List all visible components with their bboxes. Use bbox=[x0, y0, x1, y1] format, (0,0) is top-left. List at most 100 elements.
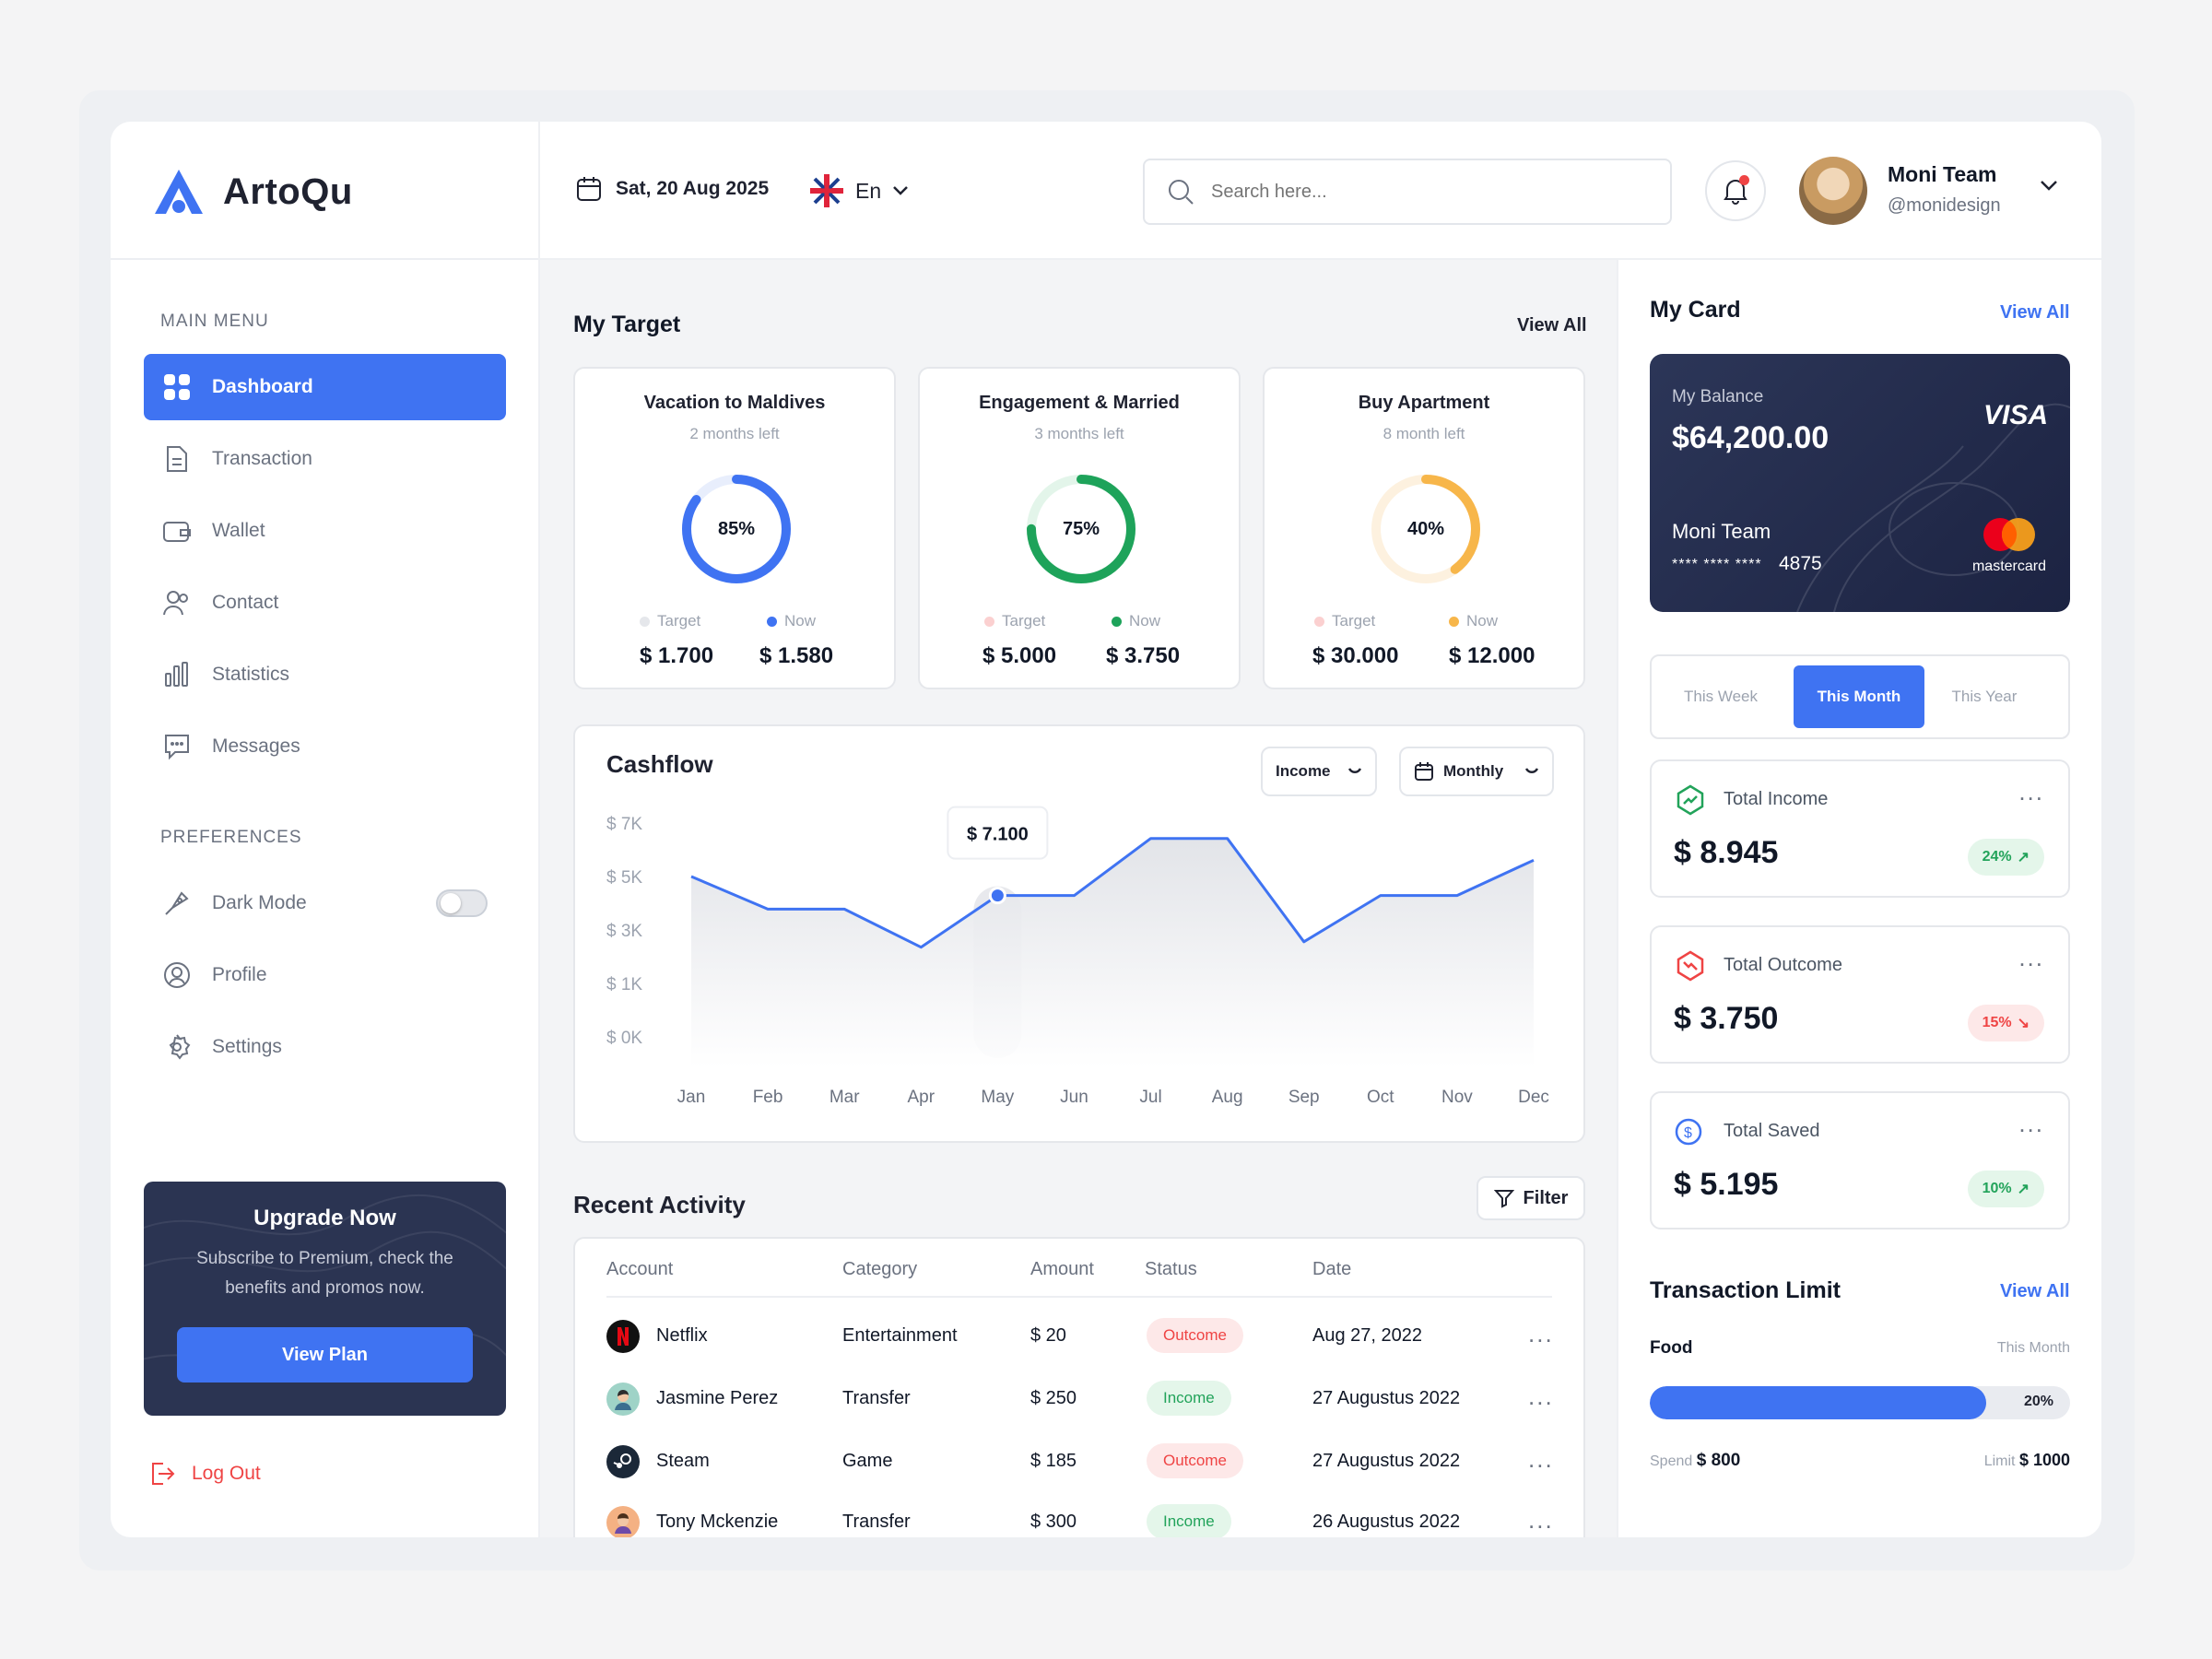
more-icon[interactable]: ... bbox=[1528, 1445, 1554, 1473]
notification-button[interactable] bbox=[1705, 160, 1766, 221]
search-input[interactable] bbox=[1211, 181, 1598, 203]
stat-value: $ 3.750 bbox=[1674, 1001, 1779, 1036]
sidebar-item-wallet[interactable]: Wallet bbox=[144, 498, 506, 564]
x-tick-label: Jan bbox=[677, 1088, 706, 1107]
target-card[interactable]: Vacation to Maldives 2 months left 85% T… bbox=[573, 367, 896, 689]
target-card[interactable]: Engagement & Married 3 months left 75% T… bbox=[918, 367, 1241, 689]
filter-button[interactable]: Filter bbox=[1477, 1176, 1585, 1220]
tooltip-box bbox=[947, 806, 1049, 860]
card-holder: Moni Team bbox=[1672, 520, 1771, 543]
sidebar-item-statistics[interactable]: Statistics bbox=[144, 641, 506, 708]
income-dropdown[interactable]: Income bbox=[1261, 747, 1377, 796]
more-icon[interactable]: ... bbox=[2018, 1110, 2044, 1137]
target-legend: Target bbox=[640, 612, 700, 630]
sidebar-item-transaction[interactable]: Transaction bbox=[144, 426, 506, 492]
avatar[interactable] bbox=[1799, 157, 1867, 225]
x-tick-label: Apr bbox=[907, 1088, 935, 1107]
limit-progress-bar: 20% bbox=[1650, 1386, 2070, 1419]
language-selector[interactable]: En bbox=[809, 173, 909, 208]
stat-value: $ 5.195 bbox=[1674, 1167, 1779, 1202]
y-tick-label: $ 5K bbox=[606, 868, 642, 888]
mastercard-icon bbox=[1983, 518, 2035, 551]
tooltip-label: $ 7.100 bbox=[967, 825, 1029, 845]
gear-icon bbox=[162, 1032, 192, 1062]
total-income-card[interactable]: Total Income ... $ 8.945 24% ↗ bbox=[1650, 759, 2070, 898]
dark-mode-toggle[interactable] bbox=[436, 889, 488, 917]
stat-value: $ 8.945 bbox=[1674, 835, 1779, 870]
sidebar-item-contact[interactable]: Contact bbox=[144, 570, 506, 636]
bar-chart-icon bbox=[162, 660, 192, 689]
trend-up-icon bbox=[1677, 784, 1704, 816]
bell-icon bbox=[1724, 180, 1747, 205]
tab-this-month[interactable]: This Month bbox=[1794, 665, 1924, 728]
x-tick-label: Oct bbox=[1367, 1088, 1394, 1107]
target-amount: $ 30.000 bbox=[1312, 643, 1399, 668]
more-icon[interactable]: ... bbox=[1528, 1382, 1554, 1410]
coin-icon: $ bbox=[1675, 1118, 1702, 1146]
app-logo[interactable]: ArtoQu bbox=[151, 166, 353, 218]
sidebar-item-label: Dashboard bbox=[212, 376, 313, 397]
account-name: Netflix bbox=[656, 1325, 708, 1346]
search-bar[interactable] bbox=[1143, 159, 1672, 225]
now-legend: Now bbox=[1112, 612, 1160, 630]
sidebar-item-messages[interactable]: Messages bbox=[144, 713, 506, 780]
chat-icon bbox=[162, 732, 192, 761]
sidebar-item-dashboard[interactable]: Dashboard bbox=[144, 354, 506, 420]
more-icon[interactable]: ... bbox=[1528, 1506, 1554, 1534]
more-icon[interactable]: ... bbox=[2018, 778, 2044, 806]
status-badge: Outcome bbox=[1147, 1443, 1243, 1478]
svg-text:$: $ bbox=[1684, 1125, 1692, 1141]
more-icon[interactable]: ... bbox=[2018, 944, 2044, 971]
target-amount: $ 1.700 bbox=[640, 643, 714, 668]
total-outcome-card[interactable]: Total Outcome ... $ 3.750 15% ↘ bbox=[1650, 925, 2070, 1064]
table-row[interactable]: Steam Game $ 185 Outcome 27 Augustus 202… bbox=[575, 1434, 1583, 1495]
avatar-icon bbox=[606, 1506, 640, 1537]
credit-card[interactable]: My Balance $64,200.00 VISA Moni Team ***… bbox=[1650, 354, 2070, 612]
logout-button[interactable]: Log Out bbox=[147, 1460, 261, 1488]
table-row[interactable]: Netflix Entertainment $ 20 Outcome Aug 2… bbox=[575, 1309, 1583, 1370]
x-tick-label: May bbox=[981, 1088, 1014, 1107]
status-badge: Income bbox=[1147, 1504, 1231, 1537]
more-icon[interactable]: ... bbox=[1528, 1320, 1554, 1347]
y-tick-label: $ 0K bbox=[606, 1029, 642, 1048]
upgrade-card: Upgrade Now Subscribe to Premium, check … bbox=[144, 1182, 506, 1416]
progress-percent: 40% bbox=[1406, 518, 1445, 539]
cashflow-area bbox=[691, 838, 1534, 1067]
table-row[interactable]: Tony Mckenzie Transfer $ 300 Income 26 A… bbox=[575, 1495, 1583, 1537]
limit-category: Food bbox=[1650, 1338, 1693, 1358]
date: 26 Augustus 2022 bbox=[1312, 1512, 1461, 1532]
period-dropdown[interactable]: Monthly bbox=[1399, 747, 1554, 796]
filter-label: Filter bbox=[1523, 1187, 1569, 1208]
view-plan-button[interactable]: View Plan bbox=[177, 1327, 473, 1382]
sidebar-item-profile[interactable]: Profile bbox=[144, 942, 506, 1008]
table-row[interactable]: Jasmine Perez Transfer $ 250 Income 27 A… bbox=[575, 1371, 1583, 1432]
wallet-icon bbox=[162, 516, 192, 546]
tab-this-week[interactable]: This Week bbox=[1684, 688, 1758, 705]
limit-percent: 20% bbox=[2023, 1394, 2053, 1409]
sidebar: ArtoQu MAIN MENU Dashboard Transaction W… bbox=[111, 122, 538, 1537]
sidebar-item-dark-mode[interactable]: Dark Mode bbox=[144, 870, 506, 936]
x-tick-label: Aug bbox=[1212, 1088, 1243, 1107]
limit-view-all-link[interactable]: View All bbox=[2000, 1281, 2070, 1301]
mastercard-label: mastercard bbox=[1971, 559, 2046, 574]
card-view-all-link[interactable]: View All bbox=[2000, 302, 2070, 323]
col-header-category: Category bbox=[842, 1259, 918, 1279]
x-tick-label: Feb bbox=[753, 1088, 783, 1107]
amount: $ 300 bbox=[1030, 1512, 1077, 1532]
account-name: Steam bbox=[656, 1451, 710, 1471]
avatar-icon bbox=[606, 1382, 640, 1416]
logout-icon bbox=[152, 1463, 175, 1485]
chevron-down-icon[interactable] bbox=[2039, 179, 2059, 192]
sidebar-item-label: Wallet bbox=[212, 520, 265, 541]
target-card[interactable]: Buy Apartment 8 month left 40% Target No… bbox=[1263, 367, 1585, 689]
targets-view-all-link[interactable]: View All bbox=[1517, 315, 1587, 335]
target-title: Buy Apartment bbox=[1358, 393, 1490, 413]
uk-flag-icon bbox=[810, 174, 843, 207]
tab-this-year[interactable]: This Year bbox=[1951, 688, 2018, 705]
palette-icon bbox=[162, 888, 192, 918]
total-saved-card[interactable]: $ Total Saved ... $ 5.195 10% ↗ bbox=[1650, 1091, 2070, 1230]
sidebar-item-settings[interactable]: Settings bbox=[144, 1014, 506, 1080]
target-legend: Target bbox=[1314, 612, 1375, 630]
grid-icon bbox=[162, 372, 192, 402]
balance-amount: $64,200.00 bbox=[1672, 420, 1830, 455]
